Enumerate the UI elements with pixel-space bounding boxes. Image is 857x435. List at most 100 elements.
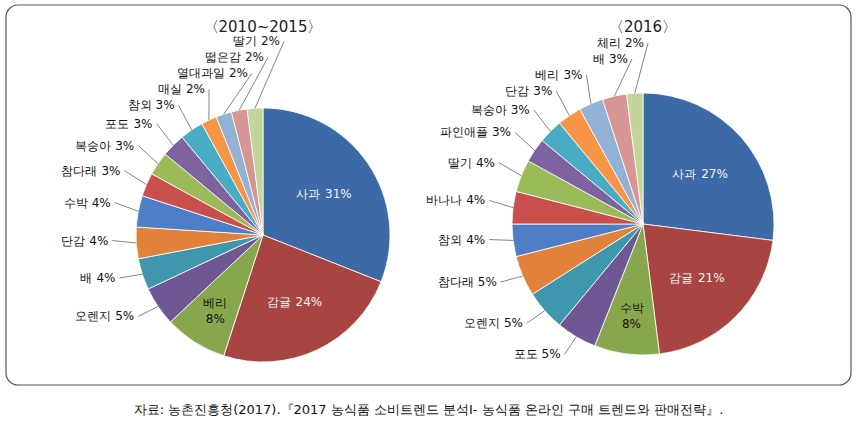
data-label: 사과27% xyxy=(672,167,728,181)
label-value: 8% xyxy=(622,317,641,331)
leader-line xyxy=(208,89,209,120)
label-category: 떫은감 xyxy=(205,50,241,64)
chart-canvas: 〈2010~2015〉사과31%감귤24%베리8%오렌지5%배4%단감4%수박4… xyxy=(0,0,857,435)
data-label: 감귤21% xyxy=(669,271,725,285)
label-value: 4% xyxy=(466,233,485,247)
label-value: 27% xyxy=(701,167,728,181)
data-label: 복숭아 3% xyxy=(471,103,530,117)
label-category: 열대과일 xyxy=(177,66,225,80)
leader-line xyxy=(157,124,174,146)
label-value: 5% xyxy=(542,347,561,361)
label-value: 3% xyxy=(511,103,530,117)
data-label: 파인애플3% xyxy=(440,125,511,139)
leader-line xyxy=(501,276,523,282)
pie-chart: 〈2010~2015〉사과31%감귤24%베리8%오렌지5%배4%단감4%수박4… xyxy=(61,18,390,362)
data-label: 단감4% xyxy=(61,234,108,248)
label-value: 4% xyxy=(89,234,108,248)
data-label: 배4% xyxy=(80,271,115,285)
leader-line xyxy=(179,105,192,130)
label-category: 매실 xyxy=(158,82,182,96)
label-value: 3% xyxy=(609,52,628,66)
data-labels: 사과31%감귤24%베리8%오렌지5%배4%단감4%수박4%참다래3%복숭아3%… xyxy=(61,34,352,326)
data-label: 오렌지5% xyxy=(75,309,134,323)
leader-line xyxy=(635,43,648,93)
label-value: 3% xyxy=(156,98,175,112)
label-category: 딸기 xyxy=(233,34,257,48)
label-category: 딸기 xyxy=(448,156,472,170)
label-value: 2% xyxy=(245,50,264,64)
label-category: 감귤 xyxy=(267,295,291,309)
slices xyxy=(136,108,390,362)
data-label: 참다래5% xyxy=(438,275,497,289)
pie-slice xyxy=(643,224,773,354)
label-category: 복숭아 xyxy=(471,103,507,117)
data-label: 복숭아 3% xyxy=(75,139,134,153)
label-value: 3% xyxy=(492,125,511,139)
leader-line xyxy=(138,146,158,164)
data-label: 바나나4% xyxy=(426,193,485,207)
slices xyxy=(512,93,774,355)
leader-line xyxy=(489,239,513,241)
data-label: 포도 3% xyxy=(105,117,152,131)
data-label: 참외 3% xyxy=(128,98,175,112)
chart-title: 〈2016〉 xyxy=(609,18,677,36)
label-value: 2% xyxy=(229,66,248,80)
label-category: 바나나 xyxy=(426,193,462,207)
data-label: 참외 4% xyxy=(438,233,485,247)
leader-line xyxy=(527,311,545,324)
label-value: 3% xyxy=(115,139,134,153)
leader-line xyxy=(499,163,521,176)
label-value: 4% xyxy=(476,156,495,170)
label-value: 31% xyxy=(325,187,352,201)
data-label: 사과 31% xyxy=(296,187,352,201)
label-category: 베리 xyxy=(203,296,227,310)
data-label: 떫은감 2% xyxy=(205,50,264,64)
label-value: 3% xyxy=(101,164,120,178)
label-category: 사과 xyxy=(296,187,320,201)
data-label: 수박 8% xyxy=(620,301,644,331)
data-label: 열대과일 2% xyxy=(177,66,248,80)
label-category: 참다래 xyxy=(61,164,97,178)
leader-line xyxy=(239,57,268,110)
label-value: 5% xyxy=(504,316,523,330)
data-label: 포도 5% xyxy=(514,347,561,361)
data-labels: 사과27% 감귤21% 수박 8% 포도 5% 오렌지 5% 참다래5% 참외 4% 바나나4% 딸기 4… xyxy=(426,36,728,361)
label-category: 베리 xyxy=(535,68,559,82)
label-value: 24% xyxy=(296,295,323,309)
label-category: 오렌지 xyxy=(464,316,500,330)
label-value: 3% xyxy=(563,68,582,82)
label-category: 포도 xyxy=(514,347,538,361)
label-category: 체리 xyxy=(597,36,621,50)
label-value: 3% xyxy=(133,117,152,131)
label-category: 참외 xyxy=(128,98,152,112)
data-label: 체리 2% xyxy=(597,36,644,50)
source-note: 자료: 농촌진흥청(2017).『2017 농식품 소비트렌드 분석Ⅰ- 농식품… xyxy=(134,402,724,417)
label-value: 2% xyxy=(625,36,644,50)
label-value: 2% xyxy=(261,34,280,48)
data-label: 베리 3% xyxy=(535,68,582,82)
frame xyxy=(6,5,851,385)
data-label: 배 3% xyxy=(593,52,628,66)
data-label: 수박4% xyxy=(64,196,111,210)
label-category: 참외 xyxy=(438,233,462,247)
data-label: 베리 8% xyxy=(203,296,227,326)
leader-line xyxy=(255,41,284,108)
data-label: 단감3% xyxy=(505,84,552,98)
label-category: 참다래 xyxy=(438,275,474,289)
label-category: 수박 xyxy=(620,301,644,315)
label-category: 감귤 xyxy=(669,271,693,285)
pie-slice xyxy=(247,108,263,235)
label-category: 배 xyxy=(593,52,605,66)
leader-line xyxy=(556,91,569,116)
label-category: 복숭아 xyxy=(75,139,111,153)
label-value: 8% xyxy=(206,312,225,326)
label-category: 포도 xyxy=(105,117,129,131)
label-value: 3% xyxy=(533,84,552,98)
data-label: 딸기 4% xyxy=(448,156,495,170)
data-label: 매실2% xyxy=(158,82,205,96)
label-category: 배 xyxy=(80,271,92,285)
leader-line xyxy=(138,306,158,316)
leader-line xyxy=(125,171,147,185)
data-label: 참다래 3% xyxy=(61,164,120,178)
leader-line xyxy=(515,132,535,150)
